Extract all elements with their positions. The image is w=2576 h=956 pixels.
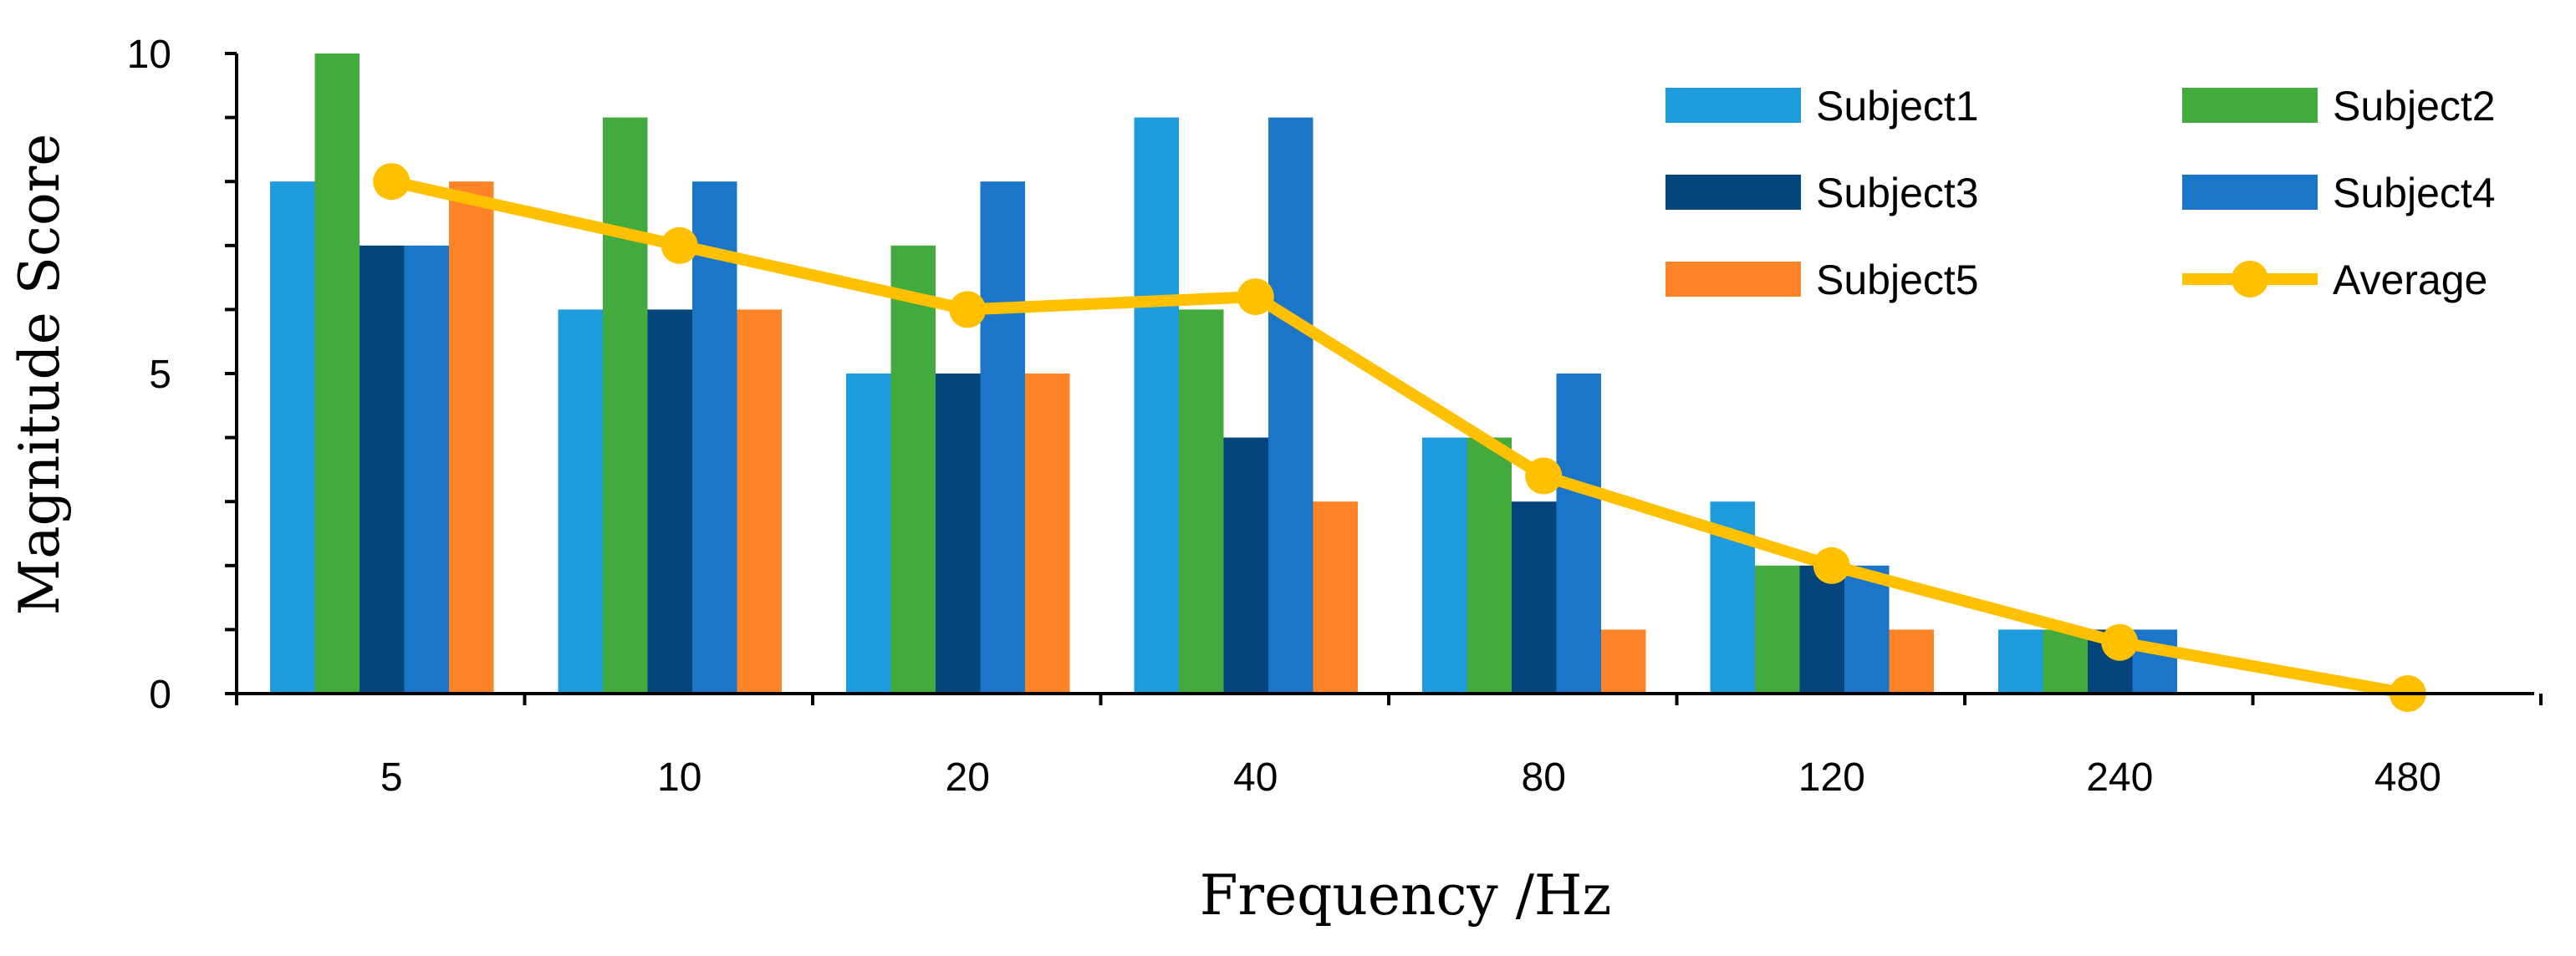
bar-subject3-20 <box>936 374 981 694</box>
bar-subject4-5 <box>404 245 449 694</box>
bar-subject1-240 <box>1998 629 2043 694</box>
bar-subject1-80 <box>1422 437 1467 694</box>
bar-subject1-20 <box>846 374 891 694</box>
bar-subject5-20 <box>1025 374 1070 694</box>
x-tick-label-480: 480 <box>2375 755 2441 800</box>
bar-subject5-10 <box>737 309 782 694</box>
y-tick-label-10: 10 <box>127 33 171 77</box>
legend-swatch-subject3 <box>1665 175 1801 210</box>
bar-subject4-240 <box>2132 629 2177 694</box>
average-point-40 <box>1237 278 1274 316</box>
bar-subject3-5 <box>360 245 405 694</box>
average-point-240 <box>2101 623 2139 661</box>
legend-swatch-subject5 <box>1665 262 1801 297</box>
bar-subject4-10 <box>692 181 737 694</box>
bars-layer <box>270 53 2177 694</box>
average-line-layer <box>373 163 2426 712</box>
legend-label-subject3: Subject3 <box>1816 170 1979 216</box>
legend-swatch-subject4 <box>2182 175 2318 210</box>
legend-swatch-subject1 <box>1665 88 1801 123</box>
bar-subject3-10 <box>647 309 692 694</box>
bar-subject4-120 <box>1844 565 1890 694</box>
x-tick-label-80: 80 <box>1522 755 1566 800</box>
bar-subject5-5 <box>449 181 494 694</box>
bar-subject2-120 <box>1755 565 1800 694</box>
x-tick-label-10: 10 <box>657 755 701 800</box>
bar-subject1-10 <box>558 309 603 694</box>
bar-subject2-20 <box>890 245 936 694</box>
legend-label-subject1: Subject1 <box>1816 83 1979 130</box>
x-tick-label-20: 20 <box>946 755 990 800</box>
bar-subject2-80 <box>1467 437 1512 694</box>
legend-label-average: Average <box>2333 257 2487 303</box>
legend-marker-average <box>2232 261 2268 297</box>
x-tick-label-120: 120 <box>1798 755 1865 800</box>
average-point-20 <box>949 291 987 328</box>
bar-subject3-40 <box>1223 437 1268 694</box>
y-axis-title: Magnitude Score <box>8 134 72 616</box>
legend-label-subject2: Subject2 <box>2333 83 2496 130</box>
legend-swatch-subject2 <box>2182 88 2318 123</box>
average-point-80 <box>1525 457 1563 495</box>
average-point-5 <box>373 163 411 201</box>
bar-subject2-10 <box>603 117 648 694</box>
y-tick-label-5: 5 <box>149 353 171 397</box>
bar-subject2-40 <box>1179 309 1224 694</box>
y-tick-label-0: 0 <box>149 673 171 717</box>
x-tick-label-240: 240 <box>2086 755 2153 800</box>
average-line <box>385 175 2414 699</box>
legend-label-subject5: Subject5 <box>1816 257 1979 303</box>
bar-subject4-40 <box>1268 117 1314 694</box>
bar-subject2-5 <box>314 53 360 694</box>
axes-layer: 0 5 10 5 10 20 40 80 120 240 480 <box>127 33 2543 800</box>
bar-subject5-120 <box>1889 629 1934 694</box>
bar-subject5-80 <box>1601 629 1646 694</box>
bar-subject4-80 <box>1556 374 1601 694</box>
legend-label-subject4: Subject4 <box>2333 170 2496 216</box>
average-point-120 <box>1813 547 1850 584</box>
legend: Subject1 Subject2 Subject3 Subject4 Subject5… <box>1665 83 2496 303</box>
x-axis-title: Frequency /Hz <box>1200 863 1612 928</box>
bar-subject1-5 <box>270 181 315 694</box>
bar-subject2-240 <box>2043 629 2088 694</box>
x-tick-label-40: 40 <box>1233 755 1278 800</box>
average-point-10 <box>661 226 698 264</box>
bar-subject4-20 <box>980 181 1025 694</box>
bar-subject3-80 <box>1512 501 1557 694</box>
bar-subject5-40 <box>1313 501 1358 694</box>
bar-subject1-40 <box>1134 117 1179 694</box>
x-tick-label-5: 5 <box>380 755 403 800</box>
bar-subject3-120 <box>1799 565 1844 694</box>
